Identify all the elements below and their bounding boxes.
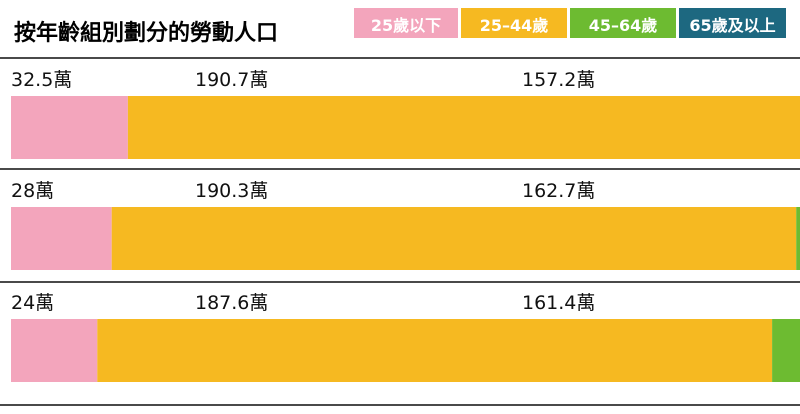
legend-swatch xyxy=(461,8,567,38)
bar-segment xyxy=(796,207,800,270)
plot-area: 32.5萬190.7萬157.2萬9.9萬28萬190.3萬162.7萬15.7… xyxy=(0,57,800,406)
legend-label: 45–64歲 xyxy=(589,16,658,35)
data-label: 190.7萬 xyxy=(195,69,268,91)
bar-segment xyxy=(127,96,800,159)
data-label: 24萬 xyxy=(11,292,54,314)
data-label: 190.3萬 xyxy=(195,180,268,202)
bar-segment xyxy=(111,207,797,270)
data-label: 157.2萬 xyxy=(522,69,595,91)
bar-segment xyxy=(97,319,773,382)
legend-label: 65歲及以上 xyxy=(689,16,775,35)
chart-title: 按年齡組別劃分的勞動人口 xyxy=(14,20,278,46)
legend-label: 25–44歲 xyxy=(480,16,549,35)
bar-segment xyxy=(772,319,800,382)
legend-swatch xyxy=(354,8,458,38)
bar-segment xyxy=(11,319,98,382)
legend: 25歲以下 25–44歲 45–64歲 65歲及以上 xyxy=(354,8,786,38)
data-label: 32.5萬 xyxy=(11,69,72,91)
separator-line xyxy=(0,404,800,406)
legend-label: 25歲以下 xyxy=(371,16,441,35)
separator-line xyxy=(0,168,800,170)
data-label: 161.4萬 xyxy=(522,292,595,314)
data-label: 28萬 xyxy=(11,180,54,202)
legend-swatch xyxy=(679,8,786,38)
separator-line xyxy=(0,281,800,283)
data-label: 162.7萬 xyxy=(522,180,595,202)
separator-line xyxy=(0,57,800,59)
bar-segment xyxy=(11,207,112,270)
legend-swatch xyxy=(570,8,676,38)
bar-segment xyxy=(11,96,128,159)
data-label: 187.6萬 xyxy=(195,292,268,314)
